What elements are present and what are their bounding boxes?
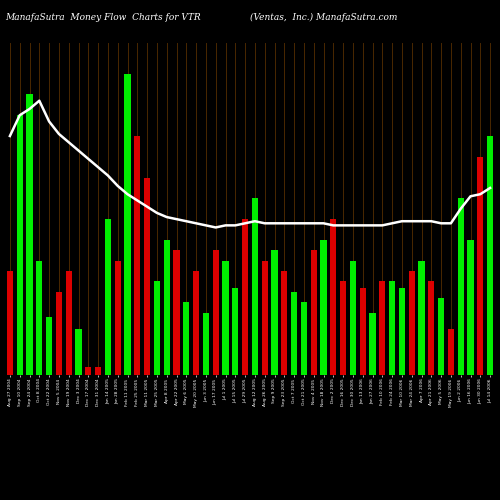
Bar xyxy=(262,260,268,375)
Bar xyxy=(56,292,62,375)
Bar xyxy=(330,219,336,375)
Bar xyxy=(468,240,473,375)
Bar xyxy=(183,302,190,375)
Bar xyxy=(164,240,170,375)
Bar xyxy=(26,94,32,375)
Bar xyxy=(193,271,200,375)
Bar xyxy=(144,178,150,375)
Bar xyxy=(104,219,111,375)
Bar xyxy=(291,292,298,375)
Bar xyxy=(418,260,424,375)
Bar xyxy=(46,317,52,375)
Bar xyxy=(6,271,13,375)
Bar xyxy=(16,115,23,375)
Bar xyxy=(114,260,121,375)
Bar xyxy=(320,240,326,375)
Text: ManafaSutra  Money Flow  Charts for VTR: ManafaSutra Money Flow Charts for VTR xyxy=(5,12,200,22)
Bar xyxy=(487,136,494,375)
Bar xyxy=(389,282,396,375)
Bar xyxy=(252,198,258,375)
Bar xyxy=(340,282,346,375)
Bar xyxy=(134,136,140,375)
Bar xyxy=(85,366,91,375)
Bar xyxy=(300,302,307,375)
Bar xyxy=(272,250,278,375)
Text: (Ventas,  Inc.) ManafaSutra.com: (Ventas, Inc.) ManafaSutra.com xyxy=(250,12,398,22)
Bar xyxy=(428,282,434,375)
Bar xyxy=(398,288,405,375)
Bar xyxy=(438,298,444,375)
Bar xyxy=(448,330,454,375)
Bar xyxy=(66,271,72,375)
Bar xyxy=(202,312,209,375)
Bar xyxy=(360,288,366,375)
Bar xyxy=(76,330,82,375)
Bar xyxy=(222,260,228,375)
Bar xyxy=(154,282,160,375)
Bar xyxy=(174,250,180,375)
Bar xyxy=(408,271,415,375)
Bar xyxy=(36,260,43,375)
Bar xyxy=(95,366,102,375)
Bar xyxy=(370,312,376,375)
Bar xyxy=(242,219,248,375)
Bar xyxy=(310,250,317,375)
Bar xyxy=(350,260,356,375)
Bar xyxy=(281,271,287,375)
Bar xyxy=(124,74,130,375)
Bar xyxy=(458,198,464,375)
Bar xyxy=(477,157,484,375)
Bar xyxy=(232,288,238,375)
Bar xyxy=(212,250,219,375)
Bar xyxy=(379,282,386,375)
